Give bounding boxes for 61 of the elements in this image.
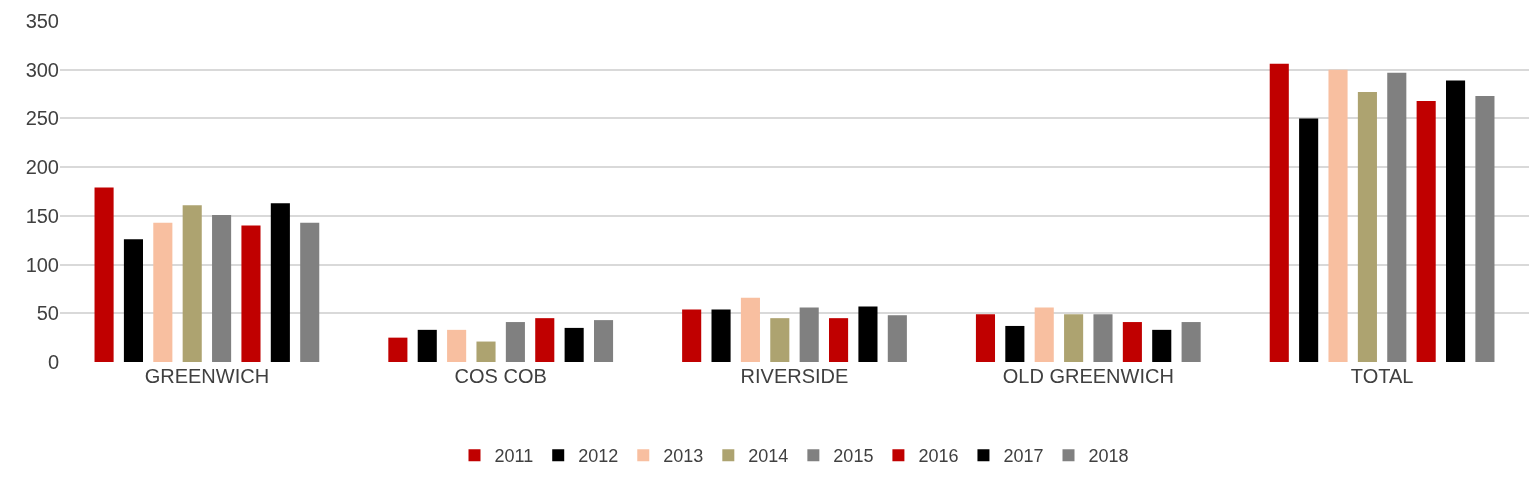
bar — [975, 314, 996, 362]
y-tick-label: 300 — [25, 58, 59, 81]
bar — [770, 318, 790, 362]
bar — [1093, 314, 1113, 362]
bar — [1181, 322, 1201, 362]
bar — [447, 329, 467, 362]
bar — [1299, 118, 1319, 362]
bar — [1034, 307, 1054, 362]
bar — [182, 205, 202, 362]
bar — [1328, 69, 1348, 362]
bar — [388, 337, 408, 362]
bar — [300, 222, 320, 362]
bar — [417, 329, 437, 362]
x-tick-label: OLD GREENWICH — [1002, 365, 1174, 387]
bar — [711, 309, 731, 362]
legend-label: 2015 — [833, 446, 874, 467]
bar — [1446, 80, 1466, 362]
bar — [799, 307, 819, 362]
bar — [887, 315, 907, 362]
y-tick-label: 250 — [25, 107, 59, 130]
y-tick-label: 350 — [25, 10, 59, 32]
legend-label: 2014 — [748, 446, 789, 467]
bar — [829, 318, 849, 362]
bar — [94, 187, 114, 362]
bar — [858, 306, 878, 362]
y-tick-label: 150 — [25, 204, 59, 227]
bar — [1475, 96, 1495, 362]
y-tick-label: 50 — [36, 302, 59, 325]
x-tick-label: RIVERSIDE — [740, 365, 849, 387]
x-tick-label: GREENWICH — [144, 365, 270, 387]
bar — [1122, 322, 1142, 362]
bar — [1064, 314, 1084, 362]
bar — [153, 222, 173, 362]
bar — [593, 320, 614, 362]
legend-label: 2017 — [1003, 446, 1044, 467]
y-tick-label: 0 — [47, 351, 59, 373]
bar — [740, 297, 760, 362]
legend-label: 2011 — [494, 446, 534, 467]
bar — [1005, 325, 1025, 362]
bar — [212, 214, 232, 362]
legend-label: 2018 — [1088, 446, 1129, 467]
y-tick-label: 200 — [25, 156, 59, 179]
y-tick-label: 100 — [25, 253, 59, 276]
legend-label: 2016 — [918, 446, 959, 467]
x-tick-label: TOTAL — [1350, 365, 1414, 387]
bar — [476, 341, 496, 362]
bar — [1357, 92, 1377, 362]
legend-label: 2013 — [663, 446, 704, 467]
bar — [682, 309, 702, 362]
legend-label: 2012 — [578, 446, 619, 467]
bar — [1416, 100, 1436, 362]
bar — [1387, 72, 1407, 362]
bar — [241, 225, 261, 362]
bar — [1269, 63, 1289, 362]
bar — [123, 239, 143, 362]
bar — [505, 322, 525, 362]
bar — [1152, 329, 1172, 362]
bar — [564, 327, 584, 362]
bar — [270, 203, 290, 362]
bar — [535, 318, 555, 362]
x-tick-label: COS COB — [454, 365, 547, 387]
